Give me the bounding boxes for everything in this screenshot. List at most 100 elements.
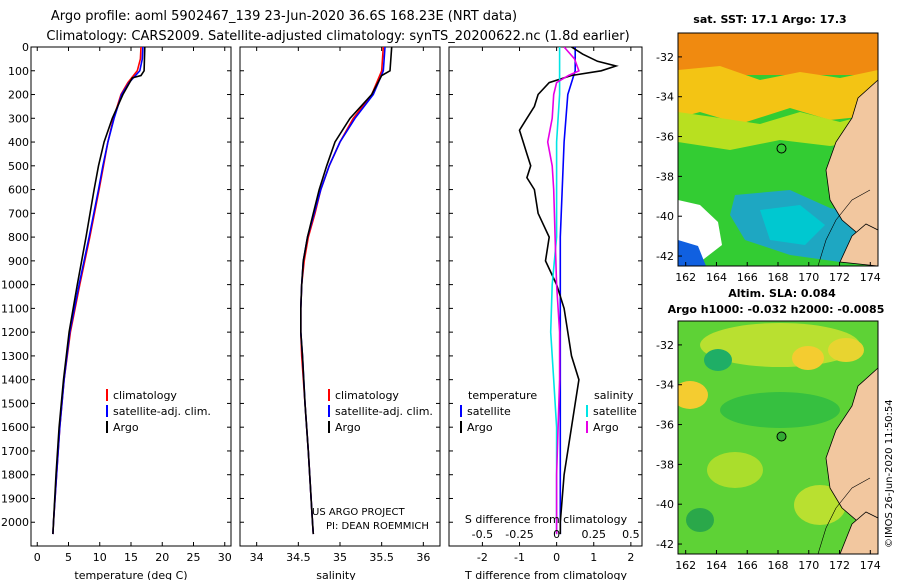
depth-tick-label: 1600: [1, 421, 29, 434]
title-line-1: Argo profile: aoml 5902467_139 23-Jun-20…: [51, 9, 517, 24]
latitude-tick-label: -32: [656, 51, 674, 64]
t-difference-tick-label: 2: [627, 551, 634, 564]
sla-high-2: [707, 452, 763, 488]
sla-low-2: [686, 508, 714, 532]
longitude-tick-label: 172: [829, 271, 850, 284]
legend-t-satellite-label: satellite: [467, 405, 511, 418]
sla-peak-3: [678, 381, 708, 409]
temperature-tick-label: 25: [187, 551, 201, 564]
salinity-tick-label: 34.5: [286, 551, 311, 564]
nz-south-island: [839, 223, 878, 266]
salinity-x-axis: 34 34.5 35 35.5 36: [250, 47, 430, 564]
longitude-tick-label: 164: [706, 559, 727, 572]
bathymetry-contour: [817, 477, 871, 554]
depth-tick-label: 1200: [1, 326, 29, 339]
sla-map-latitude-axis: -32 -34 -36 -38 -40 -42: [656, 339, 682, 551]
s-difference-x-axis: -0.5 -0.25 0 0.25 0.5: [472, 528, 640, 541]
s-difference-tick-label: -0.25: [505, 528, 533, 541]
sst-map-field: [678, 33, 878, 266]
t-difference-xlabel: T difference from climatology: [464, 569, 627, 580]
t-difference-tick-label: -2: [477, 551, 488, 564]
longitude-tick-label: 166: [737, 271, 758, 284]
legend-salinity-title: salinity: [594, 389, 634, 402]
depth-tick-label: 800: [8, 231, 29, 244]
temperature-line-climatology: [52, 47, 142, 535]
sst-lime-band: [678, 112, 878, 150]
difference-line-salinity-argo: [546, 47, 580, 535]
difference-axes-frame: [448, 46, 643, 547]
sla-high-3: [794, 485, 846, 525]
longitude-tick-label: 164: [706, 271, 727, 284]
depth-tick-label: 900: [8, 255, 29, 268]
temperature-tick-label: 10: [93, 551, 107, 564]
sla-low-band: [720, 392, 840, 428]
sst-profile-location-marker: [776, 143, 787, 154]
temperature-tick-label: 0: [34, 551, 41, 564]
depth-tick-label: 400: [8, 136, 29, 149]
latitude-tick-label: -42: [656, 538, 674, 551]
sla-peak-2: [828, 338, 864, 362]
depth-tick-label: 600: [8, 184, 29, 197]
sst-map-latitude-axis: -32 -34 -36 -38 -40 -42: [656, 51, 682, 263]
longitude-tick-label: 162: [675, 559, 696, 572]
latitude-tick-label: -38: [656, 170, 674, 183]
temperature-line-argo: [52, 47, 146, 535]
depth-tick-label: 300: [8, 112, 29, 125]
latitude-tick-label: -34: [656, 379, 674, 392]
title-line-2: Climatology: CARS2009. Satellite-adjuste…: [46, 29, 629, 44]
legend-temperature-title: temperature: [468, 389, 537, 402]
difference-depth-ticks: [449, 46, 642, 523]
sst-map: sat. SST: 17.1 Argo: 17.3 162 164 166 168 17…: [656, 13, 881, 284]
depth-tick-label: 1900: [1, 492, 29, 505]
nz-south-island: [839, 511, 878, 554]
temperature-tick-label: 5: [65, 551, 72, 564]
sla-peak-1: [792, 346, 824, 370]
salinity-axes-frame: [239, 46, 441, 547]
sla-map-longitude-axis: 162 164 166 168 170 172 174: [675, 550, 881, 572]
longitude-tick-label: 168: [768, 271, 789, 284]
depth-tick-label: 1500: [1, 397, 29, 410]
bathymetry-contour: [817, 189, 871, 266]
latitude-tick-label: -36: [656, 419, 674, 432]
imos-credit: ©IMOS 26-Jun-2020 11:50:54: [884, 399, 895, 548]
salinity-panel: 34 34.5 35 35.5 36 salinity climatology sate…: [239, 46, 441, 580]
longitude-tick-label: 168: [768, 559, 789, 572]
longitude-tick-label: 170: [798, 271, 819, 284]
depth-tick-label: 1000: [1, 279, 29, 292]
depth-tick-label: 1300: [1, 350, 29, 363]
salinity-tick-label: 36: [416, 551, 430, 564]
legend-satellite-label: satellite-adj. clim.: [113, 405, 211, 418]
depth-tick-label: 700: [8, 207, 29, 220]
difference-panel: -2 -1 0 1 2 T difference from climatology S …: [448, 46, 643, 580]
t-difference-tick-label: -1: [514, 551, 525, 564]
legend-climatology-label: climatology: [113, 389, 177, 402]
difference-series: [518, 47, 619, 535]
salinity-xlabel: salinity: [316, 569, 356, 580]
difference-legend: temperature salinity satellite Argo sate…: [460, 389, 637, 434]
s-difference-tick-label: 0: [553, 528, 560, 541]
temperature-legend: climatology satellite-adj. clim. Argo: [106, 389, 211, 434]
s-difference-tick-label: -0.5: [472, 528, 493, 541]
legend-satellite-label: satellite-adj. clim.: [335, 405, 433, 418]
latitude-tick-label: -40: [656, 210, 674, 223]
pi-credit: PI: DEAN ROEMMICH: [326, 521, 429, 532]
longitude-tick-label: 174: [860, 559, 881, 572]
depth-tick-label: 1700: [1, 445, 29, 458]
depth-tick-label: 0: [22, 41, 29, 54]
latitude-tick-label: -38: [656, 458, 674, 471]
temperature-line-satellite-adj-clim-: [52, 47, 144, 535]
t-difference-x-axis: -2 -1 0 1 2: [477, 47, 634, 564]
difference-line-salinity-satellite: [549, 47, 561, 535]
salinity-line-satellite-adj-clim-: [299, 47, 386, 535]
legend-climatology-label: climatology: [335, 389, 399, 402]
latitude-tick-label: -36: [656, 131, 674, 144]
sst-yellow-band: [678, 66, 878, 124]
project-credit: US ARGO PROJECT: [312, 507, 406, 518]
temperature-axes-frame: [30, 46, 232, 547]
salinity-tick-label: 35: [333, 551, 347, 564]
latitude-tick-label: -40: [656, 498, 674, 511]
sst-cold-patch: [678, 240, 706, 266]
temperature-panel: 0100200300400500600700800900100011001200…: [1, 41, 232, 580]
legend-argo-label: Argo: [335, 421, 361, 434]
longitude-tick-label: 166: [737, 559, 758, 572]
